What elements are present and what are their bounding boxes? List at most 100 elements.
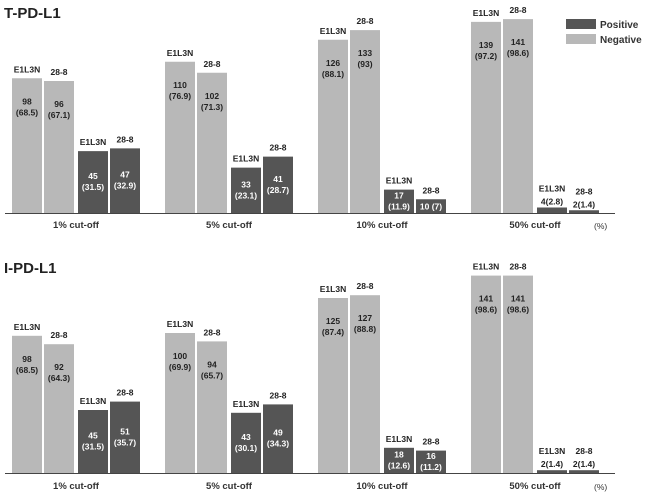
p0-28-8-negative-1-bar (197, 72, 227, 213)
p1-unit-label: (%) (594, 482, 607, 492)
p1-e1l3n-negative-2-antibody-label: E1L3N (320, 284, 346, 294)
p0-28-8-positive-3-antibody-label: 28-8 (575, 186, 592, 196)
p0-category-label-0: 1% cut-off (53, 220, 100, 231)
p1-e1l3n-negative-0-bar (12, 335, 42, 473)
p1-category-label-1: 5% cut-off (206, 481, 253, 492)
p0-e1l3n-positive-0-percent-label: (31.5) (82, 182, 104, 192)
p0-28-8-positive-1-bar (263, 156, 293, 213)
p0-28-8-positive-1-antibody-label: 28-8 (269, 143, 286, 153)
p1-e1l3n-negative-0-count-label: 98 (22, 354, 32, 364)
p0-28-8-negative-1-antibody-label: 28-8 (203, 59, 220, 69)
p0-e1l3n-positive-3-bar (537, 207, 567, 213)
p0-e1l3n-negative-0-percent-label: (68.5) (16, 107, 38, 117)
p0-28-8-negative-3-count-label: 141 (511, 37, 525, 47)
p1-28-8-positive-3-value-label: 2(1.4) (573, 459, 595, 469)
p0-e1l3n-negative-1-antibody-label: E1L3N (167, 48, 193, 58)
p0-e1l3n-negative-2-percent-label: (88.1) (322, 69, 344, 79)
p1-e1l3n-positive-3-value-label: 2(1.4) (541, 459, 563, 469)
chart-title-t-pd-l1: T-PD-L1 (4, 5, 61, 22)
p0-e1l3n-negative-2-bar (318, 39, 348, 213)
p0-28-8-negative-0-bar (44, 81, 74, 213)
p0-e1l3n-negative-1-percent-label: (76.9) (169, 91, 191, 101)
p0-28-8-negative-2-antibody-label: 28-8 (356, 16, 373, 26)
p1-28-8-positive-0-count-label: 51 (120, 426, 130, 436)
p1-e1l3n-negative-2-count-label: 125 (326, 316, 340, 326)
p0-e1l3n-negative-0-antibody-label: E1L3N (14, 64, 40, 74)
p1-e1l3n-negative-1-bar (165, 333, 195, 473)
p1-e1l3n-positive-0-count-label: 45 (88, 431, 98, 441)
p1-28-8-negative-0-antibody-label: 28-8 (50, 330, 67, 340)
p0-28-8-negative-2-percent-label: (93) (357, 59, 372, 69)
p1-28-8-negative-0-bar (44, 344, 74, 473)
p1-28-8-negative-3-bar (503, 275, 533, 473)
p0-e1l3n-positive-1-count-label: 33 (241, 179, 251, 189)
p0-e1l3n-negative-3-bar (471, 21, 501, 213)
p1-e1l3n-negative-1-percent-label: (69.9) (169, 362, 191, 372)
p1-28-8-positive-2-percent-label: (11.2) (420, 462, 442, 472)
p1-e1l3n-negative-3-count-label: 141 (479, 294, 493, 304)
p1-28-8-negative-2-percent-label: (88.8) (354, 324, 376, 334)
chart-title-i-pd-l1: I-PD-L1 (4, 260, 57, 277)
p1-e1l3n-positive-2-antibody-label: E1L3N (386, 434, 412, 444)
p0-28-8-positive-2-bar (416, 199, 446, 213)
p0-e1l3n-positive-0-count-label: 45 (88, 171, 98, 181)
p0-e1l3n-positive-3-antibody-label: E1L3N (539, 184, 565, 194)
p0-e1l3n-negative-3-percent-label: (97.2) (475, 51, 497, 61)
p0-e1l3n-positive-1-percent-label: (23.1) (235, 190, 257, 200)
p1-28-8-negative-0-count-label: 92 (54, 362, 64, 372)
p1-e1l3n-positive-1-percent-label: (30.1) (235, 443, 257, 453)
p0-28-8-negative-1-count-label: 102 (205, 91, 219, 101)
p1-28-8-positive-3-antibody-label: 28-8 (575, 446, 592, 456)
p0-28-8-positive-2-value-label: 10 (7) (420, 202, 442, 212)
chart-panel-i-pd-l1: 1% cut-off E1L3N 98(68.5) 28-8 92(64.3) E1L3N… (5, 262, 615, 492)
p1-e1l3n-positive-2-count-label: 18 (394, 449, 404, 459)
p1-28-8-positive-2-count-label: 16 (426, 451, 436, 461)
p1-28-8-negative-3-antibody-label: 28-8 (509, 262, 526, 272)
p0-28-8-negative-3-percent-label: (98.6) (507, 48, 529, 58)
p0-e1l3n-negative-1-bar (165, 61, 195, 213)
legend-swatch-negative (566, 34, 596, 44)
p0-e1l3n-negative-0-bar (12, 78, 42, 213)
p1-e1l3n-positive-2-percent-label: (12.6) (388, 460, 410, 470)
p1-28-8-negative-1-percent-label: (65.7) (201, 370, 223, 380)
p1-category-label-2: 10% cut-off (356, 481, 408, 492)
p0-e1l3n-positive-2-percent-label: (11.9) (388, 201, 410, 211)
p0-28-8-positive-0-percent-label: (32.9) (114, 181, 136, 191)
p1-28-8-negative-0-percent-label: (64.3) (48, 373, 70, 383)
p0-e1l3n-negative-3-count-label: 139 (479, 40, 493, 50)
p1-e1l3n-positive-0-antibody-label: E1L3N (80, 396, 106, 406)
p0-28-8-negative-0-percent-label: (67.1) (48, 110, 70, 120)
p0-28-8-positive-2-antibody-label: 28-8 (422, 185, 439, 195)
p1-28-8-positive-1-bar (263, 404, 293, 473)
p0-e1l3n-positive-2-bar (384, 189, 414, 213)
p0-e1l3n-positive-1-antibody-label: E1L3N (233, 154, 259, 164)
p1-e1l3n-negative-1-count-label: 100 (173, 351, 187, 361)
p0-28-8-negative-1-percent-label: (71.3) (201, 102, 223, 112)
p1-e1l3n-negative-0-antibody-label: E1L3N (14, 322, 40, 332)
p0-28-8-positive-0-antibody-label: 28-8 (116, 134, 133, 144)
p0-28-8-negative-0-count-label: 96 (54, 99, 64, 109)
p0-unit-label: (%) (594, 221, 607, 231)
p1-e1l3n-positive-1-bar (231, 412, 261, 473)
p0-e1l3n-positive-0-bar (78, 151, 108, 213)
p0-e1l3n-positive-3-value-label: 4(2.8) (541, 197, 563, 207)
p1-28-8-positive-1-count-label: 49 (273, 428, 283, 438)
p1-e1l3n-positive-1-count-label: 43 (241, 432, 251, 442)
p0-e1l3n-negative-1-count-label: 110 (173, 80, 187, 90)
p0-28-8-positive-0-bar (110, 148, 140, 213)
p0-e1l3n-negative-0-count-label: 98 (22, 96, 32, 106)
p0-e1l3n-positive-2-antibody-label: E1L3N (386, 176, 412, 186)
p1-e1l3n-negative-3-bar (471, 275, 501, 473)
legend: Positive Negative (566, 19, 642, 46)
p0-category-label-3: 50% cut-off (509, 220, 561, 231)
p0-28-8-positive-3-bar (569, 210, 599, 213)
chart-panel-t-pd-l1: 1% cut-off E1L3N 98(68.5) 28-8 96(67.1) E1L3N… (5, 5, 615, 231)
legend-label-negative: Negative (600, 35, 642, 46)
p1-e1l3n-negative-3-antibody-label: E1L3N (473, 262, 499, 272)
p0-28-8-negative-2-count-label: 133 (358, 48, 372, 58)
legend-swatch-positive (566, 19, 596, 29)
p1-e1l3n-positive-3-antibody-label: E1L3N (539, 446, 565, 456)
p1-28-8-positive-0-bar (110, 401, 140, 473)
p1-28-8-negative-2-bar (350, 295, 380, 473)
